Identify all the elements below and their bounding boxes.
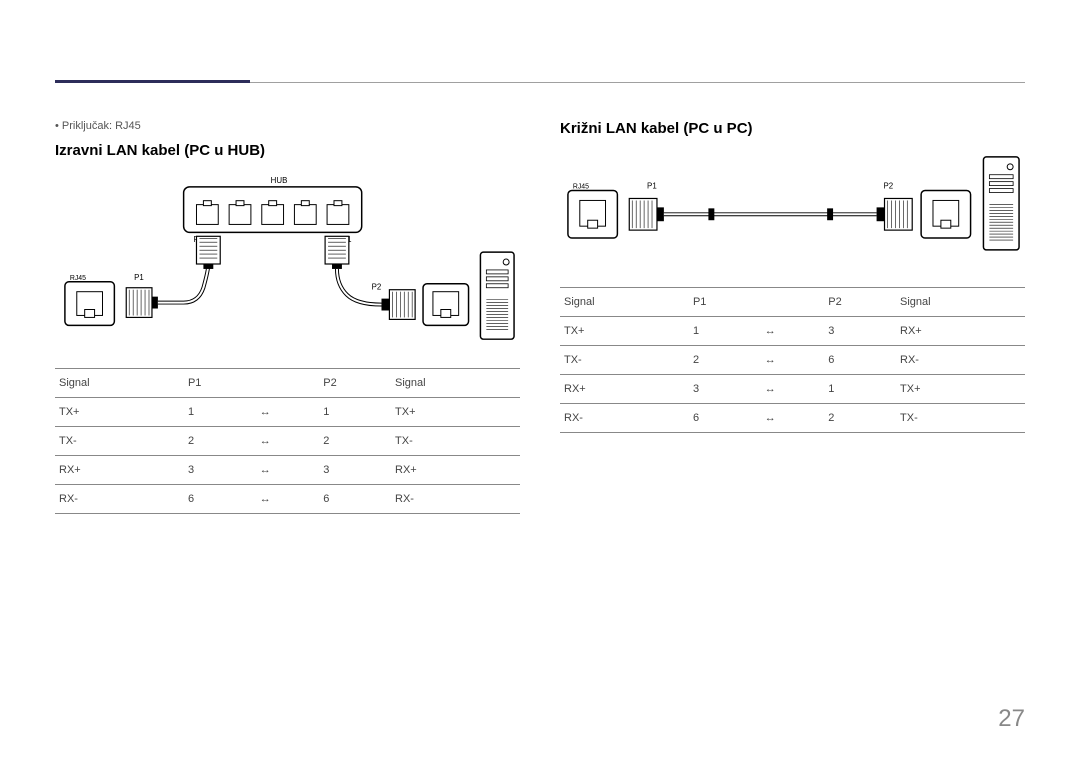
table-row: RX+3↔1TX+ (560, 374, 1025, 403)
table-cell: ↔ (256, 456, 320, 485)
table-cell: 3 (689, 374, 761, 403)
table-header-row: Signal P1 P2 Signal (560, 287, 1025, 316)
p1-jack-label: P1 (134, 273, 144, 282)
table-cell: RX- (560, 403, 689, 432)
table-cell: 3 (184, 456, 256, 485)
table-cell: 1 (824, 374, 896, 403)
table-cell: ↔ (761, 345, 825, 374)
table-cell: TX- (560, 345, 689, 374)
hub-label: HUB (271, 176, 288, 185)
table-cell: 6 (319, 485, 391, 514)
page-number: 27 (998, 705, 1025, 733)
left-column: Priključak: RJ45 Izravni LAN kabel (PC u… (55, 120, 520, 514)
table-cell: TX- (391, 427, 520, 456)
col-p1: P1 (184, 369, 256, 398)
table-row: RX-6↔2TX- (560, 403, 1025, 432)
header-accent (55, 80, 250, 83)
table-cell: RX- (55, 485, 184, 514)
table-row: RX-6↔6RX- (55, 485, 520, 514)
right-section-title: Križni LAN kabel (PC u PC) (560, 120, 1025, 137)
col-p1: P1 (689, 287, 761, 316)
table-cell: RX+ (560, 374, 689, 403)
table-cell: 2 (824, 403, 896, 432)
right-plug (877, 198, 913, 230)
left-section-title: Izravni LAN kabel (PC u HUB) (55, 142, 520, 159)
table-cell: RX- (391, 485, 520, 514)
table-header-row: Signal P1 P2 Signal (55, 369, 520, 398)
cross-lan-diagram: RJ45 P1 P2 (560, 149, 1025, 268)
col-arrow (256, 369, 320, 398)
p2-pc-label: P2 (372, 283, 382, 292)
table-cell: 1 (319, 398, 391, 427)
table-row: RX+3↔3RX+ (55, 456, 520, 485)
table-cell: 3 (319, 456, 391, 485)
table-cell: 6 (824, 345, 896, 374)
connector-bullet: Priključak: RJ45 (55, 120, 520, 132)
table-cell: RX+ (896, 316, 1025, 345)
left-plug (629, 198, 664, 230)
left-plug (126, 288, 158, 318)
table-cell: RX+ (55, 456, 184, 485)
col-p2: P2 (319, 369, 391, 398)
table-cell: RX- (896, 345, 1025, 374)
table-cell: ↔ (761, 316, 825, 345)
table-cell: 6 (184, 485, 256, 514)
p2-label: P2 (884, 182, 894, 191)
table-cell: 2 (319, 427, 391, 456)
table-cell: ↔ (256, 398, 320, 427)
hub-left-plug (196, 236, 220, 269)
table-cell: TX+ (391, 398, 520, 427)
cross-pinout-table: Signal P1 P2 Signal TX+1↔3RX+TX-2↔6RX-RX… (560, 287, 1025, 433)
right-column: Križni LAN kabel (PC u PC) RJ45 P1 (560, 120, 1025, 514)
table-cell: TX- (896, 403, 1025, 432)
table-row: TX+1↔1TX+ (55, 398, 520, 427)
table-cell: 1 (689, 316, 761, 345)
pc-tower-icon (983, 157, 1019, 250)
table-cell: TX+ (896, 374, 1025, 403)
table-row: TX-2↔2TX- (55, 427, 520, 456)
col-signal: Signal (55, 369, 184, 398)
table-cell: TX+ (560, 316, 689, 345)
table-row: TX-2↔6RX- (560, 345, 1025, 374)
table-cell: ↔ (761, 403, 825, 432)
table-cell: TX+ (55, 398, 184, 427)
hub-right-plug (325, 236, 349, 269)
col-signal: Signal (560, 287, 689, 316)
table-cell: 6 (689, 403, 761, 432)
rj45-label: RJ45 (70, 275, 86, 282)
rj45-label: RJ45 (573, 184, 589, 191)
direct-lan-diagram: HUB P2 P1 RJ45 P1 (55, 171, 520, 349)
pc-tower-icon (480, 252, 514, 339)
table-cell: RX+ (391, 456, 520, 485)
p1-label: P1 (647, 182, 657, 191)
table-cell: ↔ (761, 374, 825, 403)
table-cell: ↔ (256, 427, 320, 456)
right-plug (381, 290, 415, 320)
col-arrow (761, 287, 825, 316)
table-cell: 2 (689, 345, 761, 374)
table-cell: 3 (824, 316, 896, 345)
table-cell: TX- (55, 427, 184, 456)
table-row: TX+1↔3RX+ (560, 316, 1025, 345)
direct-pinout-table: Signal P1 P2 Signal TX+1↔1TX+TX-2↔2TX-RX… (55, 368, 520, 514)
table-cell: 1 (184, 398, 256, 427)
table-cell: 2 (184, 427, 256, 456)
col-signal2: Signal (391, 369, 520, 398)
table-cell: ↔ (256, 485, 320, 514)
page-content: Priključak: RJ45 Izravni LAN kabel (PC u… (55, 120, 1025, 514)
col-p2: P2 (824, 287, 896, 316)
col-signal2: Signal (896, 287, 1025, 316)
